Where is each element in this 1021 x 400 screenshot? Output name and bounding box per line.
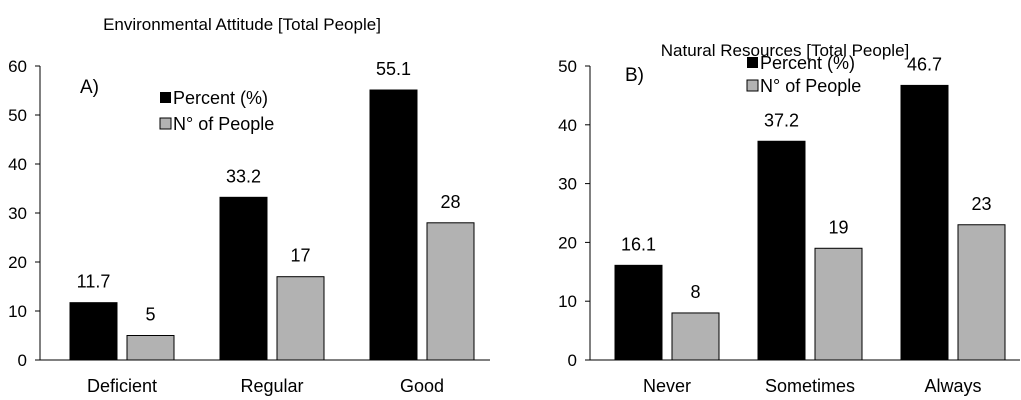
y-tick-label: 60 [8,57,27,76]
bar-percent [757,140,806,361]
data-label: 16.1 [621,234,656,254]
chart-panel-a: Environmental Attitude [Total People] A)… [8,15,490,396]
y-tick-label: 50 [558,57,577,76]
data-label: 5 [145,305,155,325]
legend-swatch-percent [747,57,758,68]
legend-entry-percent: Percent (%) [173,88,268,108]
data-label: 11.7 [77,272,111,292]
bar-people [957,224,1006,361]
x-category-label: Regular [240,376,303,396]
y-tick-label: 20 [8,253,27,272]
legend-entry-people: N° of People [760,76,861,96]
y-tick-label: 40 [558,116,577,135]
bar-percent [369,89,418,361]
legend-swatch-people [746,79,759,92]
plot-area: 0 10 20 30 40 50 16.1 8 Never 37.2 19 Sometimes 46.7… [558,54,1020,396]
x-category-label: Sometimes [765,376,855,396]
bar-people [426,222,475,361]
y-tick-label: 30 [8,204,27,223]
data-label: 46.7 [907,54,942,74]
legend: Percent (%) N° of People [746,53,861,96]
chart-panel-b: Natural Resources [Total People] B) 0 10 2… [558,41,1020,396]
data-label: 37.2 [764,110,799,130]
panel-label: A) [80,77,99,98]
bar-percent [69,302,118,361]
bar-people [814,247,863,361]
y-tick-label: 0 [18,351,27,370]
bar-percent [219,196,268,361]
panel-label: B) [625,65,644,86]
bar-people [276,276,325,361]
y-tick-label: 30 [558,175,577,194]
chart-title: Environmental Attitude [Total People] [103,15,381,34]
x-category-label: Always [924,376,981,396]
y-tick-label: 20 [558,233,577,252]
bar-percent [900,84,949,361]
data-label: 23 [971,194,991,214]
y-tick-label: 10 [8,302,27,321]
y-tick-label: 0 [568,351,577,370]
data-label: 28 [440,192,460,212]
y-tick-label: 40 [8,155,27,174]
x-category-label: Deficient [87,376,157,396]
y-tick-label: 10 [558,292,577,311]
plot-area: 0 10 20 30 40 50 60 11.7 5 Deficient 33.2 17 Regular… [8,57,490,396]
data-label: 33.2 [226,166,261,186]
data-label: 19 [828,217,848,237]
data-label: 8 [690,282,700,302]
legend-swatch-people [159,117,172,130]
legend-entry-people: N° of People [173,114,274,134]
legend: Percent (%) N° of People [159,88,274,134]
chart-title: Natural Resources [Total People] [661,41,910,60]
data-label: 55.1 [376,59,411,79]
legend-entry-percent: Percent (%) [760,53,855,73]
y-tick-label: 50 [8,106,27,125]
x-category-label: Never [643,376,691,396]
legend-swatch-percent [160,92,171,103]
bar-people [126,335,175,361]
bar-people [671,312,720,361]
bar-percent [614,264,663,361]
data-label: 17 [290,246,310,266]
x-category-label: Good [400,376,444,396]
